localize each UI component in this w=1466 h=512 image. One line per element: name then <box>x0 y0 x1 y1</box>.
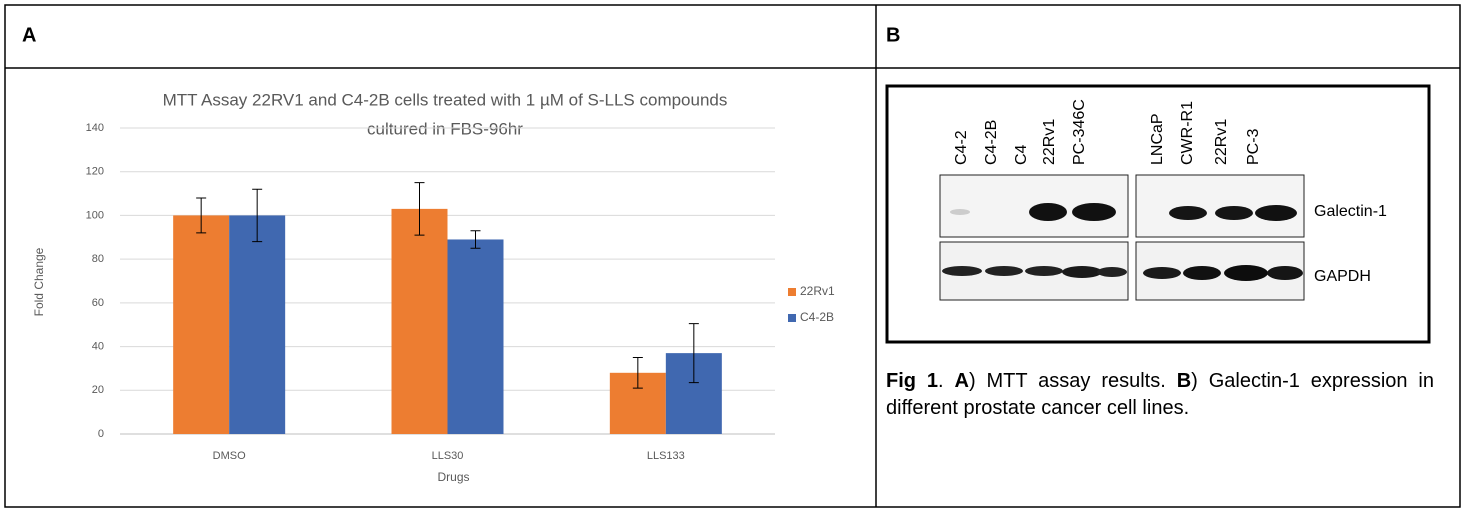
blot-image <box>940 175 1304 300</box>
y-tick-label: 60 <box>92 297 104 309</box>
page-body: A B MTT Assay 22RV1 and C4-2B cells trea… <box>0 0 1466 512</box>
panel-label: A <box>22 24 36 46</box>
bar <box>392 209 448 434</box>
legend-label: C4-2B <box>800 310 834 324</box>
lane-label: C4-2B <box>983 120 1000 165</box>
lane-label: PC-3 <box>1245 128 1262 165</box>
caption-text: . <box>938 370 954 392</box>
band <box>950 209 970 215</box>
band <box>942 266 982 276</box>
band <box>1143 267 1181 279</box>
band <box>985 266 1023 276</box>
bar <box>229 215 285 434</box>
y-tick-label: 20 <box>92 384 104 396</box>
band-label: GAPDH <box>1314 268 1371 285</box>
band <box>1062 266 1102 278</box>
y-axis-title: Fold Change <box>32 247 46 316</box>
band <box>1267 266 1303 280</box>
band <box>1215 206 1253 220</box>
band <box>1097 267 1127 277</box>
y-tick-label: 80 <box>92 253 104 265</box>
legend-swatch <box>788 288 796 296</box>
figure: A B MTT Assay 22RV1 and C4-2B cells trea… <box>0 0 1466 512</box>
x-tick-label: LLS30 <box>432 450 464 462</box>
chart-title: cultured in FBS-96hr <box>367 119 523 138</box>
y-tick-label: 140 <box>86 122 104 134</box>
y-tick-label: 100 <box>86 209 104 221</box>
band <box>1029 203 1067 221</box>
lane-label: CWR-R1 <box>1179 101 1196 165</box>
caption-text: B <box>1177 370 1191 392</box>
lane-label: LNCaP <box>1149 113 1166 165</box>
caption-text: A <box>955 370 969 392</box>
bar-chart: MTT Assay 22RV1 and C4-2B cells treated … <box>32 90 835 484</box>
band-label: Galectin-1 <box>1314 203 1387 220</box>
caption-text: Fig 1 <box>886 370 938 392</box>
band <box>1224 265 1268 281</box>
legend-label: 22Rv1 <box>800 284 835 298</box>
caption-text: ) MTT assay results. <box>969 370 1177 392</box>
y-tick-label: 0 <box>98 428 104 440</box>
band <box>1025 266 1063 276</box>
legend-swatch <box>788 314 796 322</box>
band <box>1255 205 1297 221</box>
band <box>1072 203 1116 221</box>
x-tick-label: DMSO <box>213 450 246 462</box>
bar <box>448 239 504 434</box>
lane-label: 22Rv1 <box>1041 119 1058 165</box>
y-tick-label: 120 <box>86 166 104 178</box>
x-axis-title: Drugs <box>437 470 469 484</box>
y-tick-label: 40 <box>92 340 104 352</box>
figure-caption: Fig 1. A) MTT assay results. B) Galectin… <box>886 368 1434 422</box>
lane-label: C4-2 <box>953 130 970 165</box>
lane-label: 22Rv1 <box>1213 119 1230 165</box>
panel-label: B <box>886 24 900 46</box>
x-tick-label: LLS133 <box>647 450 685 462</box>
lane-label: C4 <box>1013 144 1030 165</box>
band <box>1169 206 1207 220</box>
page: {"panels": {"a": {"label": "A"}, "b": {"… <box>0 0 1466 512</box>
bar <box>173 215 229 434</box>
band <box>1183 266 1221 280</box>
chart-title: MTT Assay 22RV1 and C4-2B cells treated … <box>163 90 728 109</box>
lane-label: PC-346C <box>1071 99 1088 165</box>
